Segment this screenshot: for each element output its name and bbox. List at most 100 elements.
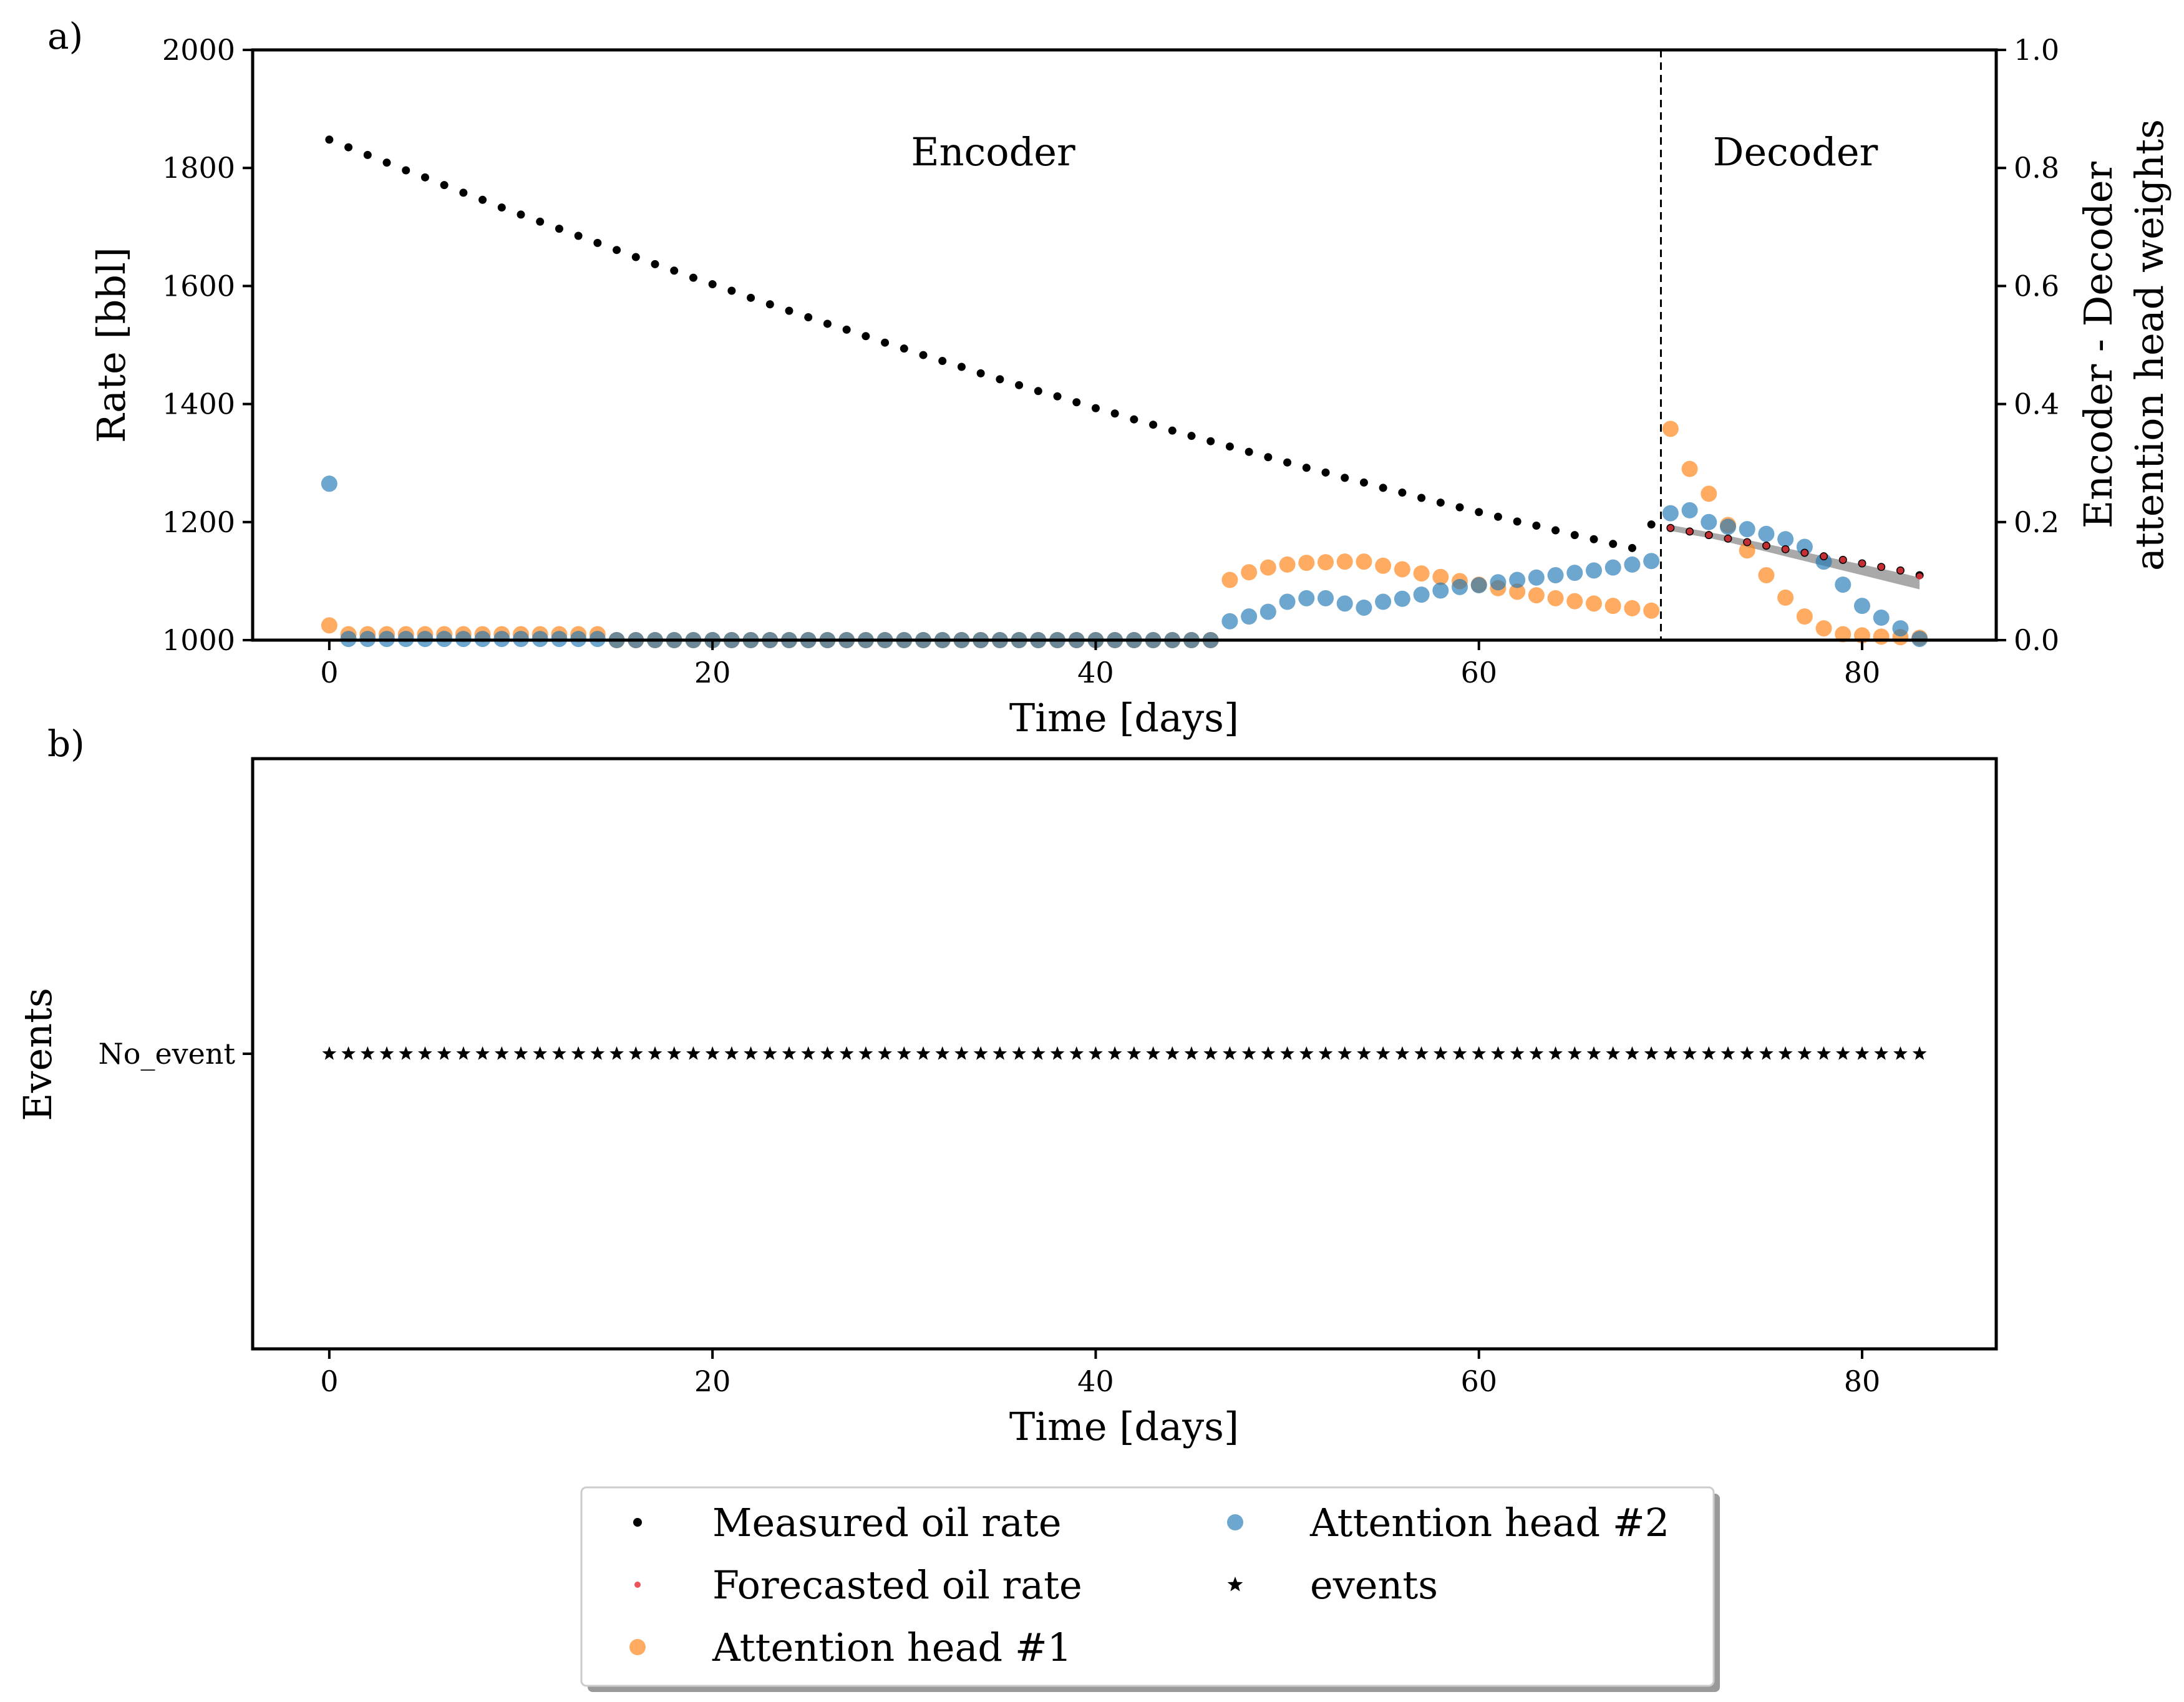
event-star-marker (1855, 1046, 1870, 1060)
event-star-marker (1893, 1046, 1908, 1060)
legend-label-1: Forecasted oil rate (712, 1562, 1082, 1608)
event-star-marker (1817, 1046, 1831, 1060)
measured-oil-rate-point (957, 362, 966, 371)
event-star-marker (820, 1046, 835, 1060)
attention-head-1-point (1873, 628, 1890, 645)
event-star-marker (1337, 1046, 1352, 1060)
event-star-marker (801, 1046, 816, 1060)
attention-head-1-point (1681, 460, 1698, 477)
measured-oil-rate-point (1417, 494, 1426, 502)
measured-oil-rate-point (1206, 437, 1215, 445)
measured-oil-rate-point (1072, 398, 1081, 407)
measured-oil-rate-point (1628, 543, 1636, 552)
attention-head-2-point (1701, 513, 1717, 530)
measured-oil-rate-point (670, 266, 679, 275)
measured-oil-rate-point (651, 260, 659, 268)
attention-head-2-point (1777, 531, 1794, 548)
legend-box (580, 1486, 1715, 1687)
measured-oil-rate-point (1436, 498, 1445, 507)
measured-oil-rate-point (459, 188, 468, 197)
measured-oil-rate-point (536, 217, 545, 226)
event-star-marker (1625, 1046, 1639, 1060)
attention-head-2-point (1432, 582, 1449, 599)
event-star-marker (1146, 1046, 1160, 1060)
measured-oil-rate-point (842, 325, 851, 334)
attention-head-2-point (1643, 553, 1660, 570)
event-star-marker (1299, 1046, 1314, 1060)
event-star-marker (1912, 1046, 1927, 1060)
measured-oil-rate-point (823, 319, 832, 328)
measured-oil-rate-point (1302, 464, 1311, 472)
attention-head-1-point (1815, 620, 1832, 637)
attention-head-2-point (1586, 562, 1602, 579)
attention-head-1-point (1604, 598, 1621, 615)
attention-head-2-point (1873, 610, 1890, 626)
event-star-marker (1759, 1046, 1774, 1060)
measured-oil-rate-point (1475, 508, 1483, 517)
legend-marker-4 (1227, 1577, 1243, 1592)
attention-head-2-point (1413, 586, 1430, 603)
attention-head-1-point (1586, 595, 1602, 612)
attention-head-1-point (1528, 587, 1545, 604)
event-star-marker (705, 1046, 720, 1060)
attention-head-1-point (1259, 559, 1276, 576)
panel-b-x-tick-label: 20 (694, 1364, 731, 1398)
event-star-marker (744, 1046, 758, 1060)
measured-oil-rate-point (593, 238, 602, 247)
event-star-marker (1644, 1046, 1659, 1060)
attention-head-2-point (1528, 569, 1545, 586)
measured-oil-rate-point (919, 351, 928, 359)
measured-oil-rate-point (497, 203, 506, 212)
forecasted-oil-rate-point (1916, 573, 1923, 580)
event-star-marker (1797, 1046, 1812, 1060)
attention-head-2-point (1259, 603, 1276, 620)
event-star-marker (1663, 1046, 1678, 1060)
measured-oil-rate-point (478, 195, 487, 204)
measured-oil-rate-point (976, 369, 985, 377)
attention-head-2-point (1318, 590, 1334, 606)
attention-head-2-point (1547, 567, 1564, 583)
measured-oil-rate-point (1110, 409, 1119, 418)
measured-oil-rate-point (1609, 540, 1618, 548)
forecasted-oil-rate-point (1878, 563, 1885, 570)
event-star-marker (782, 1046, 797, 1060)
panel-b-x-ticks: 0 20 40 60 80 (320, 1349, 1880, 1398)
attention-head-1-point (1279, 556, 1296, 573)
event-star-marker (973, 1046, 988, 1060)
event-star-marker (1510, 1046, 1525, 1060)
attention-head-2-point (1336, 595, 1353, 612)
event-star-marker (686, 1046, 701, 1060)
forecast-uncertainty-band (1670, 525, 1920, 590)
attention-head-1-point (1221, 571, 1238, 588)
attention-head-2-point (1221, 613, 1238, 630)
attention-head-2-point (1892, 620, 1909, 637)
event-star-marker (1012, 1046, 1026, 1060)
event-star-marker (1069, 1046, 1084, 1060)
attention-head-2-point (1356, 599, 1372, 616)
attention-head-1-point (1336, 553, 1353, 570)
measured-oil-rate-point (1321, 468, 1330, 477)
event-star-marker (1548, 1046, 1563, 1060)
measured-oil-rate-point (402, 166, 410, 175)
attention-head-2-point (1394, 590, 1410, 607)
measured-oil-rate-point (517, 210, 525, 219)
attention-head-1-point (1643, 602, 1660, 619)
panel-a: a) 0 20 40 60 80 1000 1200 1400 1600 1800 2000 0.… (47, 15, 2172, 741)
event-star-marker (1203, 1046, 1218, 1060)
event-star-marker (1223, 1046, 1237, 1060)
panel-a-x-tick-label: 80 (1844, 656, 1881, 689)
event-star-marker (1835, 1046, 1850, 1060)
measured-oil-rate-point (1283, 458, 1292, 467)
event-star-marker (418, 1046, 432, 1060)
panel-a-y2-axis-title-line1: Encoder - Decoder (2075, 162, 2121, 528)
panel-b-y-axis-title: Events (15, 988, 61, 1121)
measured-oil-rate-point (1264, 453, 1273, 462)
event-star-marker (1376, 1046, 1390, 1060)
legend-marker-3 (1227, 1514, 1243, 1530)
measured-oil-rate-point (765, 300, 774, 309)
panel-a-y2-tick-label: 0.8 (2014, 151, 2059, 185)
measured-oil-rate-point (689, 273, 697, 282)
forecasted-oil-rate-point (1782, 546, 1789, 553)
forecasted-oil-rate-point (1725, 535, 1731, 542)
